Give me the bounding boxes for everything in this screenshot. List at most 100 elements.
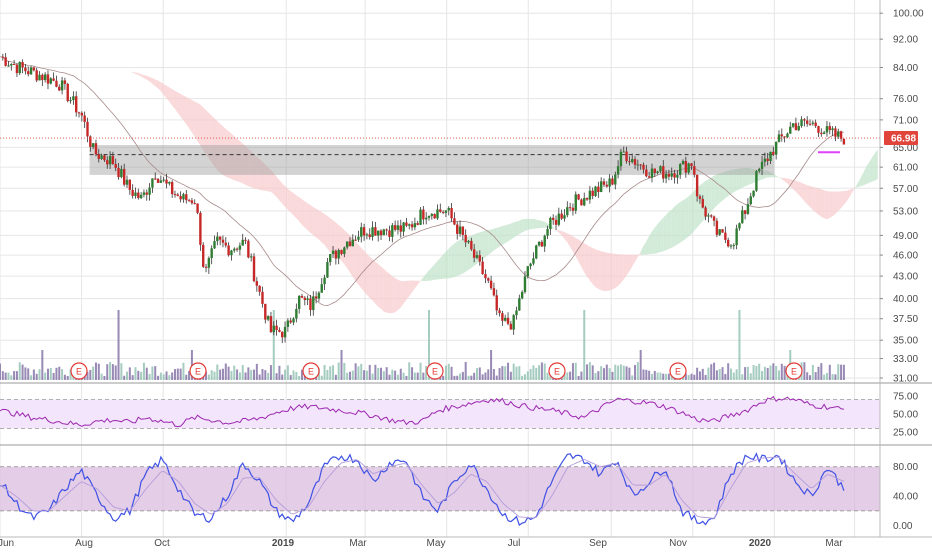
- candle-body: [270, 316, 272, 332]
- time-tick-label: Mar: [825, 538, 843, 549]
- volume-bar: [242, 365, 244, 380]
- candle-body: [501, 313, 503, 321]
- ichimoku-cloud-segment: [195, 102, 198, 142]
- volume-bar: [583, 310, 585, 380]
- current-price-label: 66.98: [891, 134, 916, 145]
- earnings-marker-label: E: [308, 367, 314, 377]
- volume-bar: [0, 364, 1, 380]
- ichimoku-cloud-segment: [381, 267, 384, 312]
- ichimoku-cloud-segment: [291, 191, 294, 215]
- candle-body: [100, 155, 102, 159]
- time-tick-label: Sep: [589, 538, 607, 549]
- volume-bar: [414, 373, 416, 380]
- time-tick-label: 2020: [749, 538, 772, 549]
- candle-body: [431, 214, 433, 216]
- volume-bar: [106, 364, 108, 380]
- candle-body: [98, 154, 100, 159]
- candle-body: [792, 123, 794, 127]
- candle-body: [227, 245, 229, 255]
- ichimoku-cloud-segment: [723, 172, 726, 201]
- candle-body: [411, 224, 413, 227]
- volume-bar: [595, 373, 597, 380]
- candle-body: [671, 173, 673, 176]
- volume-bar: [236, 369, 238, 380]
- candle-body: [134, 193, 136, 196]
- candle-body: [470, 241, 472, 249]
- candle-body: [580, 199, 582, 205]
- volume-bar: [13, 371, 15, 380]
- volume-bar: [755, 366, 757, 380]
- volume-bar: [527, 371, 529, 380]
- volume-bar: [532, 365, 534, 380]
- volume-bar: [465, 362, 467, 380]
- ichimoku-cloud-segment: [198, 103, 201, 145]
- ichimoku-cloud-segment: [333, 220, 336, 256]
- candle-body: [546, 229, 548, 236]
- volume-bar: [10, 375, 12, 380]
- volume-bar: [321, 376, 323, 380]
- candle-body: [487, 278, 489, 280]
- candle-body: [72, 96, 74, 100]
- candle-body: [727, 240, 729, 246]
- ichimoku-cloud-segment: [525, 219, 528, 231]
- candle-body: [673, 173, 675, 177]
- volume-bar: [569, 372, 571, 380]
- candle-body: [30, 67, 32, 74]
- earnings-marker-label: E: [195, 367, 201, 377]
- volume-bar: [360, 364, 362, 380]
- ichimoku-cloud-segment: [398, 280, 401, 310]
- volume-bar: [372, 374, 374, 380]
- volume-bar: [383, 371, 385, 380]
- volume-bar: [411, 367, 413, 380]
- candle-body: [360, 227, 362, 237]
- ichimoku-cloud-segment: [274, 173, 277, 197]
- candle-body: [261, 292, 263, 304]
- candle-body: [290, 321, 292, 323]
- candle-body: [326, 262, 328, 278]
- volume-bar: [611, 372, 613, 380]
- candle-body: [137, 193, 139, 198]
- volume-bar: [98, 364, 100, 380]
- ichimoku-cloud-segment: [528, 219, 531, 230]
- candle-body: [112, 156, 114, 164]
- volume-bar: [645, 370, 647, 380]
- volume-bar: [146, 368, 148, 380]
- candle-body: [374, 227, 376, 235]
- candle-body: [208, 258, 210, 268]
- candle-body: [129, 180, 131, 190]
- candle-body: [620, 152, 622, 166]
- candle-body: [529, 264, 531, 267]
- candle-body: [496, 295, 498, 310]
- candle-body: [648, 176, 650, 177]
- volume-bar: [180, 369, 182, 380]
- candle-body: [699, 196, 701, 199]
- candle-body: [239, 246, 241, 250]
- candle-body: [185, 194, 187, 200]
- volume-bar: [281, 375, 283, 380]
- ichimoku-cloud-segment: [824, 190, 827, 219]
- volume-bar: [278, 366, 280, 380]
- volume-bar: [357, 366, 359, 380]
- volume-bar: [41, 350, 43, 380]
- volume-bar: [64, 375, 66, 380]
- candle-body: [459, 227, 461, 234]
- candle-body: [397, 225, 399, 229]
- volume-bar: [544, 363, 546, 380]
- volume-bar: [177, 369, 179, 380]
- candle-body: [589, 191, 591, 200]
- volume-bar: [293, 370, 295, 380]
- volume-bar: [648, 371, 650, 380]
- volume-bar: [408, 362, 410, 380]
- volume-bar: [722, 367, 724, 380]
- candle-body: [724, 233, 726, 240]
- volume-bar: [253, 370, 255, 380]
- candle-body: [162, 180, 164, 181]
- ichimoku-cloud-segment: [364, 251, 367, 295]
- candle-body: [789, 127, 791, 134]
- candle-body: [391, 225, 393, 237]
- volume-bar: [442, 376, 444, 380]
- ichimoku-cloud-segment: [294, 193, 297, 218]
- candle-body: [558, 214, 560, 225]
- ichimoku-cloud-segment: [833, 192, 836, 217]
- volume-bar: [259, 375, 261, 380]
